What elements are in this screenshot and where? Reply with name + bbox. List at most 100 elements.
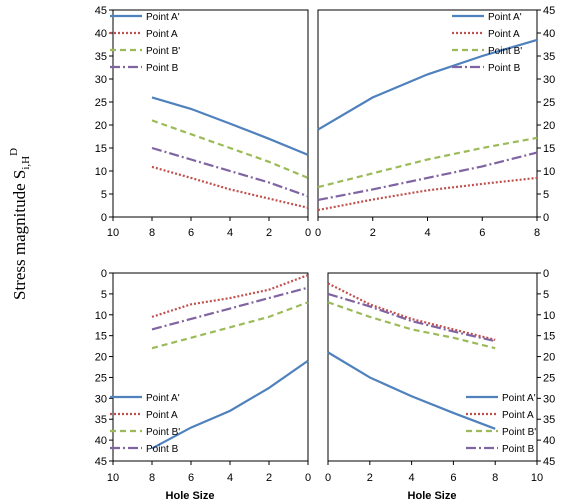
y-tick-label: 10	[95, 310, 107, 322]
x-tick-label: 0	[325, 472, 331, 484]
x-tick-label: 10	[107, 472, 119, 484]
y-tick-label: 5	[543, 289, 549, 301]
series-line-point-b	[317, 151, 538, 202]
x-tick-label: 8	[149, 472, 155, 484]
y-tick-label: 20	[95, 352, 107, 364]
x-tick-label: 0	[305, 227, 311, 239]
y-tick-label: 10	[543, 310, 555, 322]
x-axis-title-left: Hole Size	[166, 490, 215, 502]
plot-frame	[317, 9, 538, 218]
y-tick-label: 0	[543, 212, 549, 224]
series-line-point-a	[317, 176, 538, 212]
x-tick-label: 10	[531, 472, 543, 484]
y-tick-label: 45	[95, 456, 107, 468]
y-tick-label: 15	[543, 331, 555, 343]
y-tick-label: 45	[543, 5, 555, 17]
legend-label-point-a-prime: Point A'	[146, 12, 180, 23]
y-tick-label: 20	[95, 120, 107, 132]
y-tick-label: 15	[543, 143, 555, 155]
series-line-point-a-prime	[327, 351, 496, 430]
x-tick-label: 8	[492, 472, 498, 484]
series-line-point-b	[151, 286, 309, 331]
legend-label-point-a-prime: Point A'	[146, 393, 180, 404]
x-tick-label: 8	[534, 227, 540, 239]
plot-frame	[112, 272, 309, 462]
y-axis-title-superscript: D	[8, 148, 20, 156]
y-tick-label: 15	[95, 143, 107, 155]
series-line-point-a	[151, 274, 309, 318]
series-line-point-a-prime	[317, 38, 538, 131]
y-tick-label: 40	[95, 28, 107, 40]
y-axis-title-main: Stress magnitude S	[10, 170, 29, 300]
series-line-point-b-prime	[151, 119, 309, 179]
y-tick-label: 45	[543, 456, 555, 468]
x-tick-label: 8	[149, 227, 155, 239]
x-tick-label: 4	[424, 227, 430, 239]
series-line-point-a-prime	[151, 359, 309, 450]
y-tick-label: 25	[95, 97, 107, 109]
legend-label-point-a-prime: Point A'	[488, 12, 522, 23]
x-tick-label: 4	[227, 472, 233, 484]
y-axis-title-subscript: i,H	[20, 156, 32, 170]
y-tick-label: 15	[95, 331, 107, 343]
x-tick-label: 0	[315, 227, 321, 239]
y-tick-label: 30	[543, 74, 555, 86]
y-tick-label: 40	[543, 435, 555, 447]
x-tick-label: 6	[188, 227, 194, 239]
y-tick-label: 20	[543, 352, 555, 364]
series-line-point-a	[151, 165, 309, 209]
y-tick-label: 0	[101, 212, 107, 224]
y-tick-label: 10	[95, 166, 107, 178]
chart-bottom-right: 0 5 10 15 20 25 30 35 40 45 0 2 4 6 8 10 Point A' Point A…	[325, 268, 555, 484]
plot-frame	[327, 272, 538, 462]
chart-top-right: 0 5 10 15 20 25 30 35 40 45 0 2 4 6 8 Point A' Point A Po…	[315, 5, 555, 239]
series-line-point-b	[327, 292, 496, 343]
legend-label-point-a: Point A	[146, 29, 178, 40]
y-tick-label: 30	[95, 393, 107, 405]
legend-label-point-b-prime: Point B'	[502, 427, 536, 438]
series-line-point-a-prime	[151, 96, 309, 156]
x-axis-title-right: Hole Size	[408, 490, 457, 502]
y-tick-label: 0	[101, 268, 107, 280]
y-axis-title: Stress magnitude Si,HD	[8, 148, 32, 300]
legend-label-point-b-prime: Point B'	[146, 46, 180, 57]
legend-label-point-b: Point B	[502, 444, 535, 455]
y-tick-label: 5	[101, 189, 107, 201]
series-line-point-b	[151, 146, 309, 198]
x-tick-label: 4	[227, 227, 233, 239]
legend-label-point-b-prime: Point B'	[146, 427, 180, 438]
x-tick-label: 4	[409, 472, 415, 484]
x-tick-label: 2	[370, 227, 376, 239]
legend-label-point-a-prime: Point A'	[502, 393, 536, 404]
y-tick-label: 5	[101, 289, 107, 301]
y-tick-label: 40	[95, 435, 107, 447]
legend-label-point-b: Point B	[488, 63, 521, 74]
y-tick-label: 0	[543, 268, 549, 280]
x-tick-label: 2	[367, 472, 373, 484]
y-tick-label: 10	[543, 166, 555, 178]
plot-frame	[112, 9, 309, 218]
x-tick-label: 6	[479, 227, 485, 239]
x-tick-label: 2	[266, 472, 272, 484]
y-tick-label: 40	[543, 28, 555, 40]
x-tick-label: 0	[305, 472, 311, 484]
y-tick-label: 30	[95, 74, 107, 86]
y-tick-label: 25	[95, 372, 107, 384]
y-tick-label: 35	[543, 51, 555, 63]
x-tick-label: 2	[266, 227, 272, 239]
y-tick-label: 35	[543, 414, 555, 426]
y-tick-label: 20	[543, 120, 555, 132]
x-tick-label: 6	[188, 472, 194, 484]
series-line-point-a	[327, 282, 496, 341]
x-tick-label: 6	[450, 472, 456, 484]
legend-label-point-b: Point B	[146, 63, 179, 74]
legend-label-point-b-prime: Point B'	[488, 46, 522, 57]
x-tick-label: 10	[107, 227, 119, 239]
legend-label-point-a: Point A	[502, 410, 534, 421]
y-tick-label: 25	[543, 97, 555, 109]
y-tick-label: 45	[95, 5, 107, 17]
series-line-point-b-prime	[327, 301, 496, 350]
